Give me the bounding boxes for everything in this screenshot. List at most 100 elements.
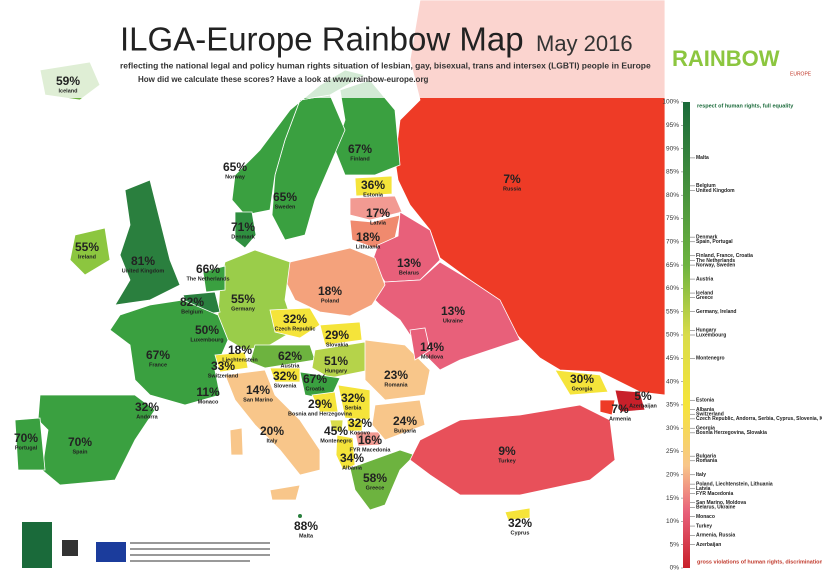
country-score: 67% <box>303 372 327 386</box>
country-score: 23% <box>384 368 408 382</box>
scale-tick-label: 30% <box>666 425 679 432</box>
country-score: 20% <box>260 424 284 438</box>
scale-tick-label: 15% <box>666 495 679 502</box>
country-score: 13% <box>397 256 421 270</box>
country-name: Hungary <box>325 368 348 374</box>
country-name: San Marino <box>243 397 273 403</box>
country-name: Romania <box>384 382 408 388</box>
country-score: 45% <box>324 424 348 438</box>
footer-logos <box>22 522 270 568</box>
country-score: 5% <box>634 389 652 403</box>
scale-entry: Latvia <box>696 486 711 492</box>
country-name: Iceland <box>59 88 78 94</box>
country-name: Russia <box>503 186 522 192</box>
scale-entry: FYR Macedonia <box>696 491 733 497</box>
scale-entry: Norway, Sweden <box>696 262 735 268</box>
scale-entry: Spain, Portugal <box>696 239 733 245</box>
country-name: Belgium <box>181 309 203 315</box>
country-name: Denmark <box>231 234 255 240</box>
country-name: Armenia <box>609 416 632 422</box>
scale-tick-label: 45% <box>666 355 679 362</box>
country-name: Cyprus <box>511 530 530 536</box>
scale-entry: Estonia <box>696 398 714 404</box>
country-name: Poland <box>321 298 339 304</box>
title: ILGA-Europe Rainbow Map <box>120 21 524 58</box>
country-name: Serbia <box>345 405 363 411</box>
country-name: Montenegro <box>320 438 352 444</box>
scale-bottom-label: gross violations of human rights, discri… <box>697 559 822 565</box>
country-name: Greece <box>366 485 385 491</box>
country-score: 62% <box>278 349 302 363</box>
scale-entry: Azerbaijan <box>696 542 721 548</box>
scale-tick-label: 20% <box>666 472 679 479</box>
country-score: 32% <box>508 516 532 530</box>
country-score: 33% <box>211 359 235 373</box>
country-score: 29% <box>325 328 349 342</box>
country-score: 55% <box>231 292 255 306</box>
scale-tick-label: 90% <box>666 145 679 152</box>
country-score: 70% <box>68 435 92 449</box>
scale-entry: San Marino, Moldova <box>696 500 746 506</box>
country-score: 32% <box>283 312 307 326</box>
scale-tick-label: 0% <box>670 565 680 572</box>
country-name: Czech Republic <box>275 326 316 332</box>
scale-tick-label: 55% <box>666 308 679 315</box>
country-score: 66% <box>196 262 220 276</box>
logo: RAINBOW <box>672 46 780 71</box>
country-score: 32% <box>273 369 297 383</box>
scale-entry: Bulgaria <box>696 453 716 459</box>
country-name: Latvia <box>370 220 387 226</box>
scale-tick-label: 5% <box>670 541 680 548</box>
scale-tick-label: 25% <box>666 448 679 455</box>
country-score: 58% <box>363 471 387 485</box>
country-score: 65% <box>223 160 247 174</box>
country-score: 67% <box>348 142 372 156</box>
country-name: Andorra <box>136 414 158 420</box>
country-name: Moldova <box>421 354 444 360</box>
country-score: 36% <box>361 178 385 192</box>
country-score: 34% <box>340 451 364 465</box>
country-name: Switzerland <box>208 373 239 379</box>
country-name: Croatia <box>306 386 326 392</box>
country-score: 13% <box>441 304 465 318</box>
country-score: 81% <box>131 254 155 268</box>
country-score: 32% <box>348 416 372 430</box>
scale-entry: United Kingdom <box>696 188 735 194</box>
scale-tick-label: 75% <box>666 215 679 222</box>
country-score: 18% <box>356 230 380 244</box>
country-name: Ireland <box>78 254 96 260</box>
country-name: Kosovo <box>350 430 371 436</box>
scale-entry: The Netherlands <box>696 258 735 264</box>
scale-entry: Georgia <box>696 426 715 432</box>
scale-bar <box>683 102 690 568</box>
country-score: 9% <box>498 444 516 458</box>
scale-entry: Belgium <box>696 183 716 189</box>
country-score: 65% <box>273 190 297 204</box>
country-name: Belarus <box>399 270 419 276</box>
scale-top-label: respect of human rights, full equality <box>697 103 794 109</box>
country-score: 18% <box>228 343 252 357</box>
scale-entry: Armenia, Russia <box>696 533 735 539</box>
scale-entry: Bosnia Herzegovina, Slovakia <box>696 430 767 436</box>
country-score: 7% <box>611 402 629 416</box>
country-name: Azerbaijan <box>629 403 657 409</box>
country-score: 55% <box>75 240 99 254</box>
country-score: 30% <box>570 372 594 386</box>
country-score: 14% <box>246 383 270 397</box>
country-score: 18% <box>318 284 342 298</box>
country-name: Germany <box>231 306 256 312</box>
country-name: Liechtenstein <box>222 357 258 363</box>
scale-entry: Switzerland <box>696 412 724 418</box>
scale-tick-label: 35% <box>666 402 679 409</box>
country-name: Slovakia <box>326 342 349 348</box>
country-name: United Kingdom <box>122 268 165 274</box>
scale-entry: Belarus, Ukraine <box>696 505 736 511</box>
country-name: Lithuania <box>356 244 381 250</box>
country-score: 32% <box>341 391 365 405</box>
country-score: 50% <box>195 323 219 337</box>
country-name: Finland <box>350 156 370 162</box>
country-score: 17% <box>366 206 390 220</box>
country-score: 11% <box>196 385 220 399</box>
scale-tick-label: 40% <box>666 378 679 385</box>
